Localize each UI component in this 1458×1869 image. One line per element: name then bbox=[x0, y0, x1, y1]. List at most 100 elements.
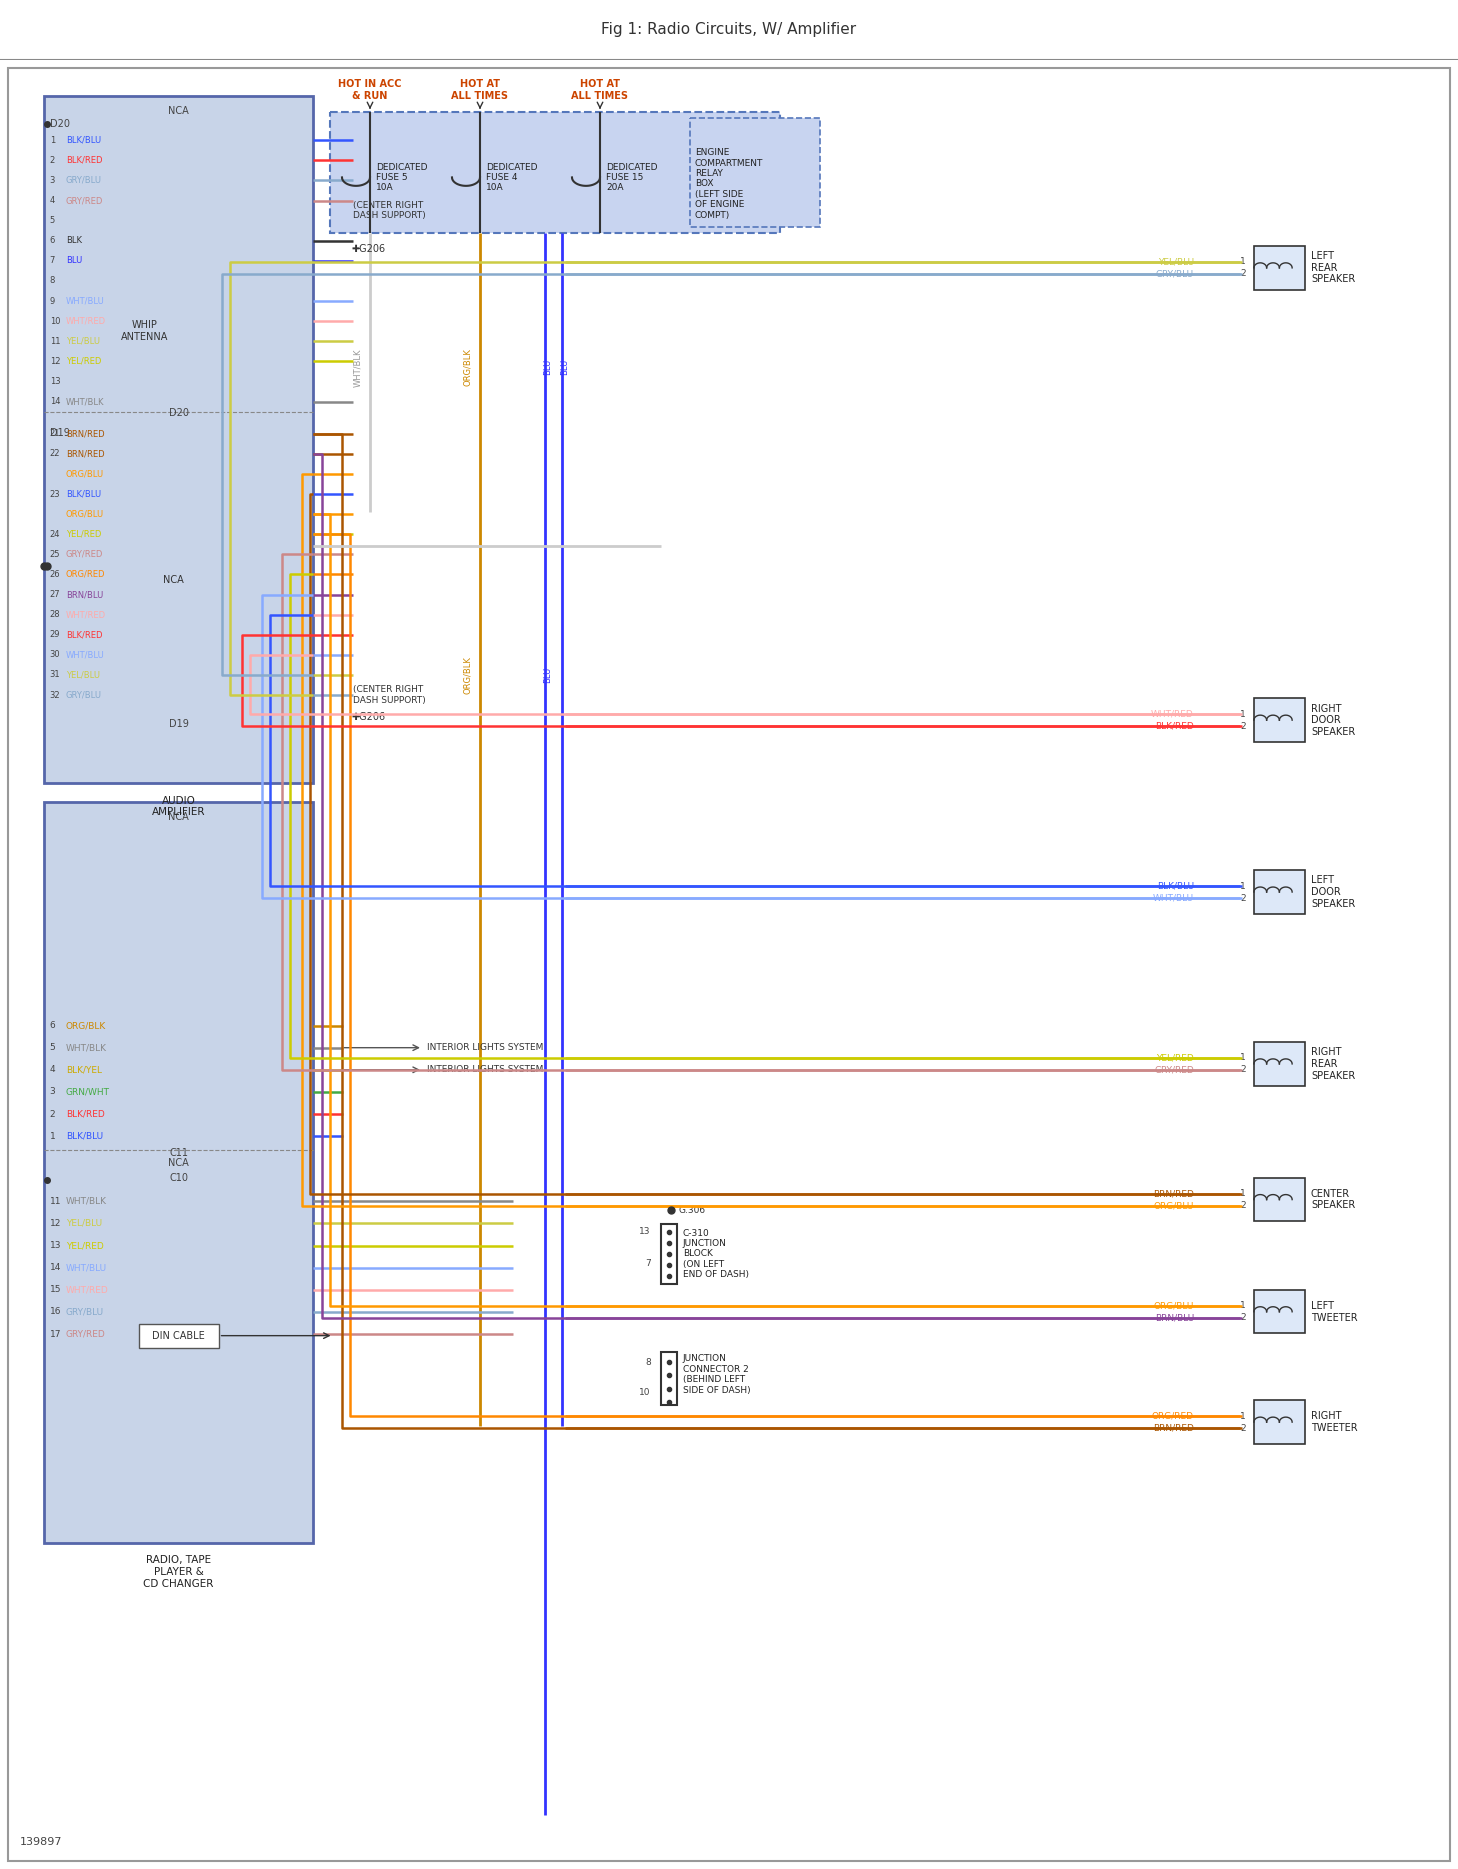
Text: YEL/RED: YEL/RED bbox=[66, 1241, 104, 1250]
Bar bbox=[1254, 699, 1305, 742]
Text: 8: 8 bbox=[50, 277, 55, 286]
Text: CENTER
SPEAKER: CENTER SPEAKER bbox=[1311, 1189, 1354, 1211]
Text: LEFT
REAR
SPEAKER: LEFT REAR SPEAKER bbox=[1311, 250, 1354, 284]
Text: DEDICATED
FUSE 4
10A: DEDICATED FUSE 4 10A bbox=[486, 163, 538, 193]
Text: WHT/BLK: WHT/BLK bbox=[66, 1043, 106, 1052]
Text: ORG/BLU: ORG/BLU bbox=[1153, 1202, 1194, 1209]
Text: 2: 2 bbox=[1241, 1065, 1247, 1075]
Text: C11: C11 bbox=[169, 1148, 188, 1159]
Text: Fig 1: Radio Circuits, W/ Amplifier: Fig 1: Radio Circuits, W/ Amplifier bbox=[602, 22, 856, 37]
Bar bbox=[1254, 1290, 1305, 1333]
Text: GRY/RED: GRY/RED bbox=[66, 549, 104, 559]
Text: HOT IN ACC
& RUN: HOT IN ACC & RUN bbox=[338, 78, 402, 101]
Bar bbox=[139, 1323, 219, 1348]
Text: BRN/BLU: BRN/BLU bbox=[1155, 1314, 1194, 1321]
Text: 5: 5 bbox=[50, 217, 55, 224]
Text: 14: 14 bbox=[50, 1263, 61, 1273]
Text: NCA: NCA bbox=[168, 1159, 190, 1168]
Bar bbox=[1254, 1400, 1305, 1445]
Text: 139897: 139897 bbox=[20, 1837, 63, 1847]
Text: D19: D19 bbox=[169, 720, 188, 729]
Text: WHT/BLK: WHT/BLK bbox=[353, 348, 363, 387]
Text: INTERIOR LIGHTS SYSTEM: INTERIOR LIGHTS SYSTEM bbox=[427, 1065, 544, 1075]
Text: WHT/RED: WHT/RED bbox=[1152, 710, 1194, 720]
Text: 4: 4 bbox=[50, 196, 55, 206]
Text: GRY/BLU: GRY/BLU bbox=[66, 690, 102, 699]
Text: 2: 2 bbox=[1241, 1424, 1247, 1434]
Text: 12: 12 bbox=[50, 1219, 61, 1228]
Text: 13: 13 bbox=[50, 1241, 61, 1250]
Text: ORG/RED: ORG/RED bbox=[66, 570, 105, 579]
Text: YEL/BLU: YEL/BLU bbox=[1158, 258, 1194, 267]
Text: HOT AT
ALL TIMES: HOT AT ALL TIMES bbox=[452, 78, 509, 101]
Text: GRY/RED: GRY/RED bbox=[1155, 1065, 1194, 1075]
Text: 2: 2 bbox=[1241, 1314, 1247, 1321]
Text: ORG/BLK: ORG/BLK bbox=[66, 1020, 106, 1030]
Text: D19: D19 bbox=[50, 428, 70, 437]
Bar bbox=[690, 118, 819, 226]
Text: NCA: NCA bbox=[168, 811, 190, 822]
Text: 6: 6 bbox=[50, 235, 55, 245]
Text: ORG/BLU: ORG/BLU bbox=[1153, 1301, 1194, 1310]
Text: 16: 16 bbox=[50, 1308, 61, 1316]
Text: WHT/BLU: WHT/BLU bbox=[66, 297, 105, 305]
Text: 1: 1 bbox=[1241, 710, 1247, 720]
Text: AUDIO
AMPLIFIER: AUDIO AMPLIFIER bbox=[152, 796, 206, 817]
Text: G.306: G.306 bbox=[678, 1206, 706, 1215]
Text: YEL/BLU: YEL/BLU bbox=[66, 1219, 102, 1228]
Text: 4: 4 bbox=[50, 1065, 55, 1075]
Text: 1: 1 bbox=[50, 1131, 55, 1140]
Text: BLU: BLU bbox=[544, 359, 553, 376]
Text: BLK/YEL: BLK/YEL bbox=[66, 1065, 102, 1075]
Text: WHT/BLU: WHT/BLU bbox=[66, 1263, 106, 1273]
Text: 2: 2 bbox=[1241, 269, 1247, 278]
Text: 1: 1 bbox=[50, 136, 55, 144]
Text: RIGHT
REAR
SPEAKER: RIGHT REAR SPEAKER bbox=[1311, 1047, 1354, 1080]
Text: 2: 2 bbox=[50, 155, 55, 164]
Text: 10: 10 bbox=[50, 316, 60, 325]
Text: WHT/BLU: WHT/BLU bbox=[1153, 893, 1194, 903]
Text: 31: 31 bbox=[50, 671, 60, 680]
Text: BLK/BLU: BLK/BLU bbox=[66, 136, 101, 144]
Text: BLK/RED: BLK/RED bbox=[1155, 721, 1194, 731]
Text: 13: 13 bbox=[639, 1228, 650, 1235]
Text: 22: 22 bbox=[50, 449, 60, 458]
Text: 17: 17 bbox=[50, 1329, 61, 1338]
Bar bbox=[660, 1353, 677, 1405]
Text: 12: 12 bbox=[50, 357, 60, 366]
Text: RIGHT
TWEETER: RIGHT TWEETER bbox=[1311, 1411, 1357, 1434]
Text: WHT/RED: WHT/RED bbox=[66, 316, 106, 325]
Text: 1: 1 bbox=[1241, 258, 1247, 267]
Text: WHT/RED: WHT/RED bbox=[66, 609, 106, 619]
Text: 5: 5 bbox=[50, 1043, 55, 1052]
Text: YEL/RED: YEL/RED bbox=[66, 357, 101, 366]
Text: 26: 26 bbox=[50, 570, 60, 579]
Text: NCA: NCA bbox=[163, 576, 184, 585]
Text: ORG/BLU: ORG/BLU bbox=[66, 469, 104, 478]
Text: (CENTER RIGHT
DASH SUPPORT): (CENTER RIGHT DASH SUPPORT) bbox=[353, 200, 426, 221]
Text: NCA: NCA bbox=[168, 107, 190, 116]
Bar bbox=[44, 802, 313, 1544]
Bar bbox=[330, 112, 780, 232]
Text: ✚G206: ✚G206 bbox=[351, 712, 385, 721]
Text: C-310
JUNCTION
BLOCK
(ON LEFT
END OF DASH): C-310 JUNCTION BLOCK (ON LEFT END OF DAS… bbox=[682, 1228, 748, 1278]
Text: 27: 27 bbox=[50, 591, 60, 600]
Text: 2: 2 bbox=[50, 1110, 55, 1118]
Text: 11: 11 bbox=[50, 1196, 61, 1206]
Text: BLK/BLU: BLK/BLU bbox=[66, 1131, 104, 1140]
Text: 1: 1 bbox=[1241, 882, 1247, 890]
Text: GRN/WHT: GRN/WHT bbox=[66, 1088, 109, 1097]
Text: BLK: BLK bbox=[66, 235, 82, 245]
Text: BLK/BLU: BLK/BLU bbox=[1156, 882, 1194, 890]
Text: 2: 2 bbox=[1241, 721, 1247, 731]
Text: BRN/RED: BRN/RED bbox=[1153, 1424, 1194, 1434]
Text: 7: 7 bbox=[644, 1260, 650, 1269]
Text: JUNCTION
CONNECTOR 2
(BEHIND LEFT
SIDE OF DASH): JUNCTION CONNECTOR 2 (BEHIND LEFT SIDE O… bbox=[682, 1355, 751, 1394]
Text: WHT/RED: WHT/RED bbox=[66, 1286, 108, 1295]
Text: DIN CABLE: DIN CABLE bbox=[152, 1331, 206, 1340]
Text: YEL/BLU: YEL/BLU bbox=[66, 336, 99, 346]
Text: 13: 13 bbox=[50, 378, 60, 385]
Text: 8: 8 bbox=[644, 1359, 650, 1366]
Text: 2: 2 bbox=[1241, 893, 1247, 903]
Text: C10: C10 bbox=[169, 1174, 188, 1183]
